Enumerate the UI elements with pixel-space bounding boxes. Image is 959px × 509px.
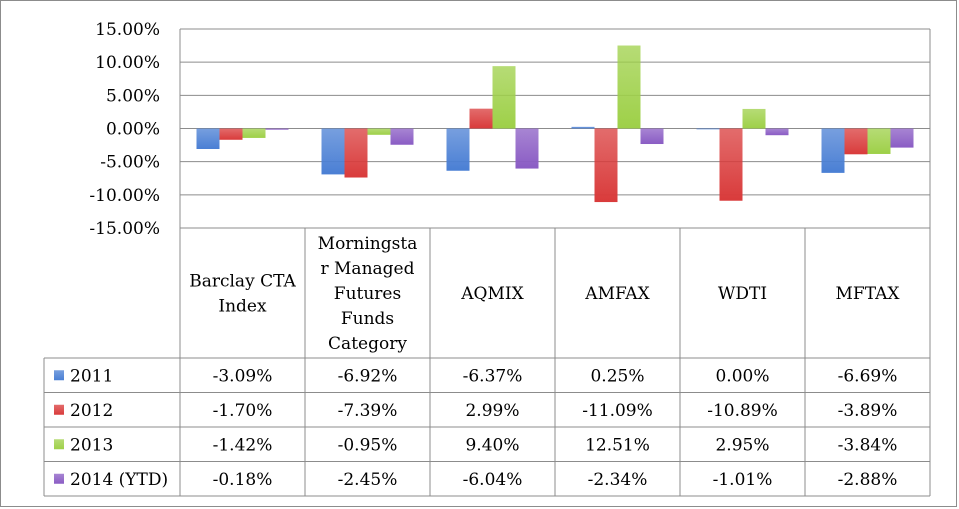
bar-2012-amfax	[594, 128, 618, 203]
category-label-wdti: WDTI	[718, 284, 767, 304]
y-tick-label: -5.00%	[100, 153, 160, 173]
data-label-2011-barclay-cta-index: -3.09%	[213, 366, 273, 386]
data-label-2013-barclay-cta-index: -1.42%	[213, 435, 273, 455]
legend-label-2013: 2013	[70, 435, 113, 455]
data-label-2012-barclay-cta-index: -1.70%	[213, 401, 273, 421]
legend-label-2012: 2012	[70, 401, 113, 421]
legend-key-2011	[54, 370, 64, 381]
bar-2014-ytd-wdti	[765, 128, 789, 136]
bar-2013-wdti	[742, 108, 766, 129]
data-label-2013-wdti: 2.95%	[715, 435, 769, 455]
data-label-2012-morningsta-r-managed-futures-funds-category: -7.39%	[338, 401, 398, 421]
legend-key-2013	[54, 439, 64, 450]
bar-2012-mftax	[844, 128, 868, 155]
category-label-morningsta-r-managed-futures-funds-category: Morningsta r Managed Futures Funds Category	[318, 234, 418, 354]
y-tick-label: 5.00%	[106, 86, 160, 106]
y-tick-label: -15.00%	[89, 219, 160, 239]
data-label-2012-amfax: -11.09%	[582, 401, 653, 421]
bar-2011-morningsta-r-managed-futures-funds-category	[321, 128, 345, 175]
bar-2011-mftax	[821, 128, 845, 173]
bar-2011-wdti	[696, 128, 720, 130]
data-label-2012-aqmix: 2.99%	[465, 401, 519, 421]
category-label-mftax: MFTAX	[836, 284, 901, 304]
legend-label-2014-ytd: 2014 (YTD)	[70, 470, 168, 490]
data-label-2013-morningsta-r-managed-futures-funds-category: -0.95%	[338, 435, 398, 455]
bar-2013-mftax	[867, 128, 891, 154]
bar-2013-barclay-cta-index	[242, 128, 266, 138]
data-label-2014-ytd-aqmix: -6.04%	[463, 470, 523, 490]
data-label-2011-wdti: 0.00%	[715, 366, 769, 386]
bar-2011-barclay-cta-index	[196, 128, 220, 149]
bar-2014-ytd-barclay-cta-index	[265, 128, 289, 130]
data-label-2011-morningsta-r-managed-futures-funds-category: -6.92%	[338, 366, 398, 386]
category-label-barclay-cta-index: Barclay CTA Index	[189, 272, 296, 317]
y-tick-label: 10.00%	[95, 53, 160, 73]
data-label-2014-ytd-mftax: -2.88%	[838, 470, 898, 490]
category-label-amfax: AMFAX	[584, 284, 650, 304]
bar-2014-ytd-morningsta-r-managed-futures-funds-category	[390, 128, 414, 145]
bar-2012-wdti	[719, 128, 743, 201]
bar-2013-morningsta-r-managed-futures-funds-category	[367, 128, 391, 135]
data-label-2012-wdti: -10.89%	[707, 401, 778, 421]
category-label-aqmix: AQMIX	[460, 284, 524, 304]
y-tick-label: 0.00%	[106, 120, 160, 140]
bar-2011-aqmix	[446, 128, 470, 171]
bar-2013-amfax	[617, 45, 641, 129]
y-tick-label: 15.00%	[95, 20, 160, 40]
bar-2014-ytd-aqmix	[515, 128, 539, 169]
data-label-2014-ytd-morningsta-r-managed-futures-funds-category: -2.45%	[338, 470, 398, 490]
data-label-2011-mftax: -6.69%	[838, 366, 898, 386]
bar-2012-morningsta-r-managed-futures-funds-category	[344, 128, 368, 178]
data-label-2013-aqmix: 9.40%	[465, 435, 519, 455]
data-label-2011-aqmix: -6.37%	[463, 366, 523, 386]
data-label-2013-amfax: 12.51%	[585, 435, 650, 455]
data-label-2014-ytd-amfax: -2.34%	[588, 470, 648, 490]
y-tick-label: -10.00%	[89, 186, 160, 206]
data-label-2014-ytd-wdti: -1.01%	[713, 470, 773, 490]
data-label-2014-ytd-barclay-cta-index: -0.18%	[213, 470, 273, 490]
bar-2012-aqmix	[469, 108, 493, 129]
data-label-2011-amfax: 0.25%	[590, 366, 644, 386]
bar-2014-ytd-mftax	[890, 128, 914, 148]
data-label-2013-mftax: -3.84%	[838, 435, 898, 455]
bar-2011-amfax	[571, 126, 595, 129]
legend-label-2011: 2011	[70, 366, 113, 386]
legend-key-2012	[54, 404, 64, 415]
legend-key-2014-ytd	[54, 473, 64, 484]
bar-2013-aqmix	[492, 66, 516, 129]
data-label-2012-mftax: -3.89%	[838, 401, 898, 421]
bar-2012-barclay-cta-index	[219, 128, 243, 140]
bar-2014-ytd-amfax	[640, 128, 664, 145]
